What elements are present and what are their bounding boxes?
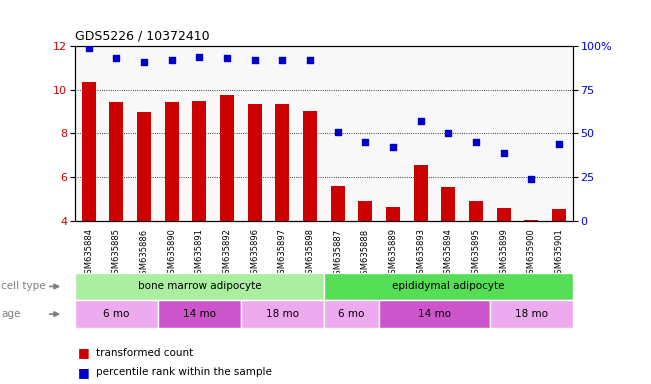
Point bbox=[471, 139, 481, 145]
Bar bbox=[331, 186, 344, 221]
Point bbox=[277, 57, 288, 63]
Bar bbox=[109, 102, 123, 221]
Point bbox=[333, 129, 343, 135]
Bar bbox=[303, 111, 317, 221]
Point bbox=[305, 57, 315, 63]
Bar bbox=[359, 201, 372, 221]
Point bbox=[111, 55, 122, 61]
Bar bbox=[525, 220, 538, 221]
Bar bbox=[441, 187, 455, 221]
Point bbox=[415, 118, 426, 124]
Text: cell type: cell type bbox=[1, 281, 46, 291]
Bar bbox=[82, 82, 96, 221]
Bar bbox=[469, 201, 483, 221]
Point bbox=[249, 57, 260, 63]
Point bbox=[167, 57, 177, 63]
Text: 18 mo: 18 mo bbox=[266, 309, 299, 319]
Point bbox=[139, 59, 149, 65]
Point bbox=[360, 139, 370, 145]
Bar bbox=[248, 104, 262, 221]
Text: ■: ■ bbox=[78, 366, 90, 379]
Point bbox=[222, 55, 232, 61]
Bar bbox=[414, 165, 428, 221]
Bar bbox=[552, 209, 566, 221]
Point bbox=[554, 141, 564, 147]
Text: bone marrow adipocyte: bone marrow adipocyte bbox=[137, 281, 261, 291]
Bar bbox=[275, 104, 289, 221]
Bar bbox=[220, 95, 234, 221]
Text: percentile rank within the sample: percentile rank within the sample bbox=[96, 367, 272, 377]
Text: 14 mo: 14 mo bbox=[183, 309, 216, 319]
Text: age: age bbox=[1, 309, 21, 319]
Bar bbox=[386, 207, 400, 221]
Text: 6 mo: 6 mo bbox=[339, 309, 365, 319]
Bar bbox=[193, 101, 206, 221]
Point bbox=[443, 131, 454, 137]
Point bbox=[388, 144, 398, 151]
Text: ■: ■ bbox=[78, 346, 90, 359]
Point bbox=[83, 45, 94, 51]
Text: epididymal adipocyte: epididymal adipocyte bbox=[392, 281, 505, 291]
Bar bbox=[137, 112, 151, 221]
Text: transformed count: transformed count bbox=[96, 348, 193, 358]
Bar bbox=[497, 208, 510, 221]
Text: 14 mo: 14 mo bbox=[418, 309, 451, 319]
Text: 6 mo: 6 mo bbox=[103, 309, 130, 319]
Text: GDS5226 / 10372410: GDS5226 / 10372410 bbox=[75, 29, 210, 42]
Point bbox=[499, 150, 509, 156]
Bar bbox=[165, 102, 178, 221]
Point bbox=[526, 176, 536, 182]
Text: 18 mo: 18 mo bbox=[515, 309, 548, 319]
Point bbox=[194, 53, 204, 60]
